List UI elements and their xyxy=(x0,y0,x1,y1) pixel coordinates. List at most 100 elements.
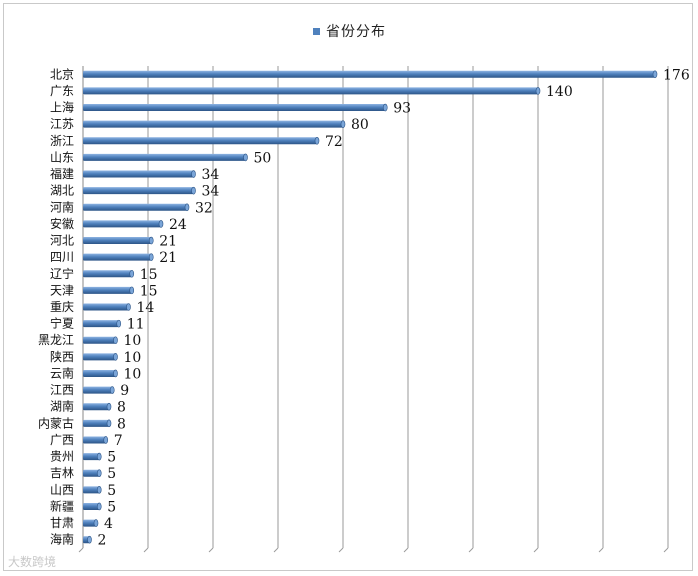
bar-cap xyxy=(129,269,135,278)
bar-cap xyxy=(106,402,112,411)
category-label: 浙江 xyxy=(50,134,74,148)
bar-cap xyxy=(103,436,109,444)
value-label: 15 xyxy=(140,283,158,299)
value-label: 8 xyxy=(117,400,126,416)
bar-cap xyxy=(191,186,196,195)
category-label: 海南 xyxy=(50,532,74,547)
bar-cap xyxy=(87,535,92,544)
bar-cap xyxy=(96,469,102,478)
bar-cap xyxy=(126,303,131,311)
value-label: 93 xyxy=(393,101,411,117)
bar xyxy=(83,170,194,178)
bar-cap xyxy=(382,103,388,112)
category-label: 北京 xyxy=(50,67,74,81)
category-label: 陕西 xyxy=(50,349,74,364)
value-label: 21 xyxy=(159,250,177,266)
value-label: 24 xyxy=(169,217,187,233)
category-label: 安徽 xyxy=(50,216,74,231)
value-label: 7 xyxy=(114,433,123,449)
value-label: 80 xyxy=(351,117,369,133)
value-label: 15 xyxy=(140,267,158,283)
bar xyxy=(83,187,194,195)
bar xyxy=(83,253,152,261)
category-label: 吉林 xyxy=(50,466,74,480)
category-label: 江西 xyxy=(50,383,74,397)
value-label: 11 xyxy=(127,317,145,333)
gridline-foot xyxy=(208,547,214,553)
value-label: 5 xyxy=(107,466,116,482)
value-label: 10 xyxy=(124,366,142,382)
bar-cap xyxy=(113,353,118,361)
value-label: 34 xyxy=(202,167,220,183)
bar-cap xyxy=(96,452,102,461)
category-label: 河北 xyxy=(50,234,74,248)
gridlines xyxy=(78,66,669,553)
gridline-foot xyxy=(143,547,149,553)
bar-cap xyxy=(184,203,190,212)
bar-cap xyxy=(535,87,541,95)
category-label: 四川 xyxy=(50,250,74,264)
category-label: 湖北 xyxy=(50,183,74,198)
watermark: 大数跨境 xyxy=(8,555,57,569)
category-label: 新疆 xyxy=(50,498,74,513)
value-label: 4 xyxy=(104,516,113,532)
gridline-foot xyxy=(403,547,409,553)
bar-cap xyxy=(109,386,115,394)
bar xyxy=(83,486,100,494)
value-label: 176 xyxy=(663,67,690,83)
value-label: 21 xyxy=(159,234,177,250)
bar xyxy=(83,203,187,211)
category-label: 重庆 xyxy=(50,300,74,314)
bar-cap xyxy=(106,419,112,428)
bar-cap xyxy=(129,286,135,295)
bar-cap xyxy=(158,220,164,228)
category-label: 黑龙江 xyxy=(38,333,74,347)
bar-cap xyxy=(148,236,154,245)
category-label: 山东 xyxy=(50,150,74,164)
bar xyxy=(83,369,116,377)
bar xyxy=(83,336,116,344)
value-label: 14 xyxy=(137,300,155,316)
chart-legend: 省份分布 xyxy=(313,20,386,42)
bar xyxy=(83,104,386,112)
gridline-foot xyxy=(338,547,344,553)
category-label: 河南 xyxy=(50,199,74,214)
value-label: 10 xyxy=(124,333,142,349)
gridline-foot xyxy=(533,547,539,553)
value-label: 10 xyxy=(124,350,142,366)
bar xyxy=(83,220,161,228)
bar xyxy=(83,419,109,427)
value-label: 8 xyxy=(117,416,126,432)
bar xyxy=(83,453,100,461)
value-label: 34 xyxy=(202,184,220,200)
legend-swatch xyxy=(313,27,320,35)
value-label: 5 xyxy=(107,483,116,499)
category-label: 宁夏 xyxy=(50,316,74,331)
gridline-foot xyxy=(598,547,604,553)
gridline-foot xyxy=(273,547,279,553)
category-label: 上海 xyxy=(50,100,74,115)
bars xyxy=(83,70,658,544)
category-label: 江苏 xyxy=(50,117,74,131)
category-label: 湖南 xyxy=(50,399,74,414)
bar xyxy=(83,137,317,145)
category-label: 广东 xyxy=(50,84,74,98)
bar xyxy=(83,519,96,527)
value-label: 5 xyxy=(107,499,116,515)
category-label: 广西 xyxy=(50,433,74,447)
category-label: 甘肃 xyxy=(50,516,74,530)
bar xyxy=(83,320,119,328)
category-label: 天津 xyxy=(50,283,74,297)
bar-cap xyxy=(93,519,99,527)
bar xyxy=(83,120,343,128)
gridline-foot xyxy=(468,547,474,553)
category-label: 辽宁 xyxy=(50,266,74,281)
bar xyxy=(83,153,246,161)
category-label: 福建 xyxy=(50,166,74,181)
bar-cap xyxy=(96,486,102,494)
category-label: 内蒙古 xyxy=(38,415,74,430)
bar xyxy=(83,403,109,411)
bar-cap xyxy=(191,170,196,178)
gridline-foot xyxy=(78,547,84,553)
